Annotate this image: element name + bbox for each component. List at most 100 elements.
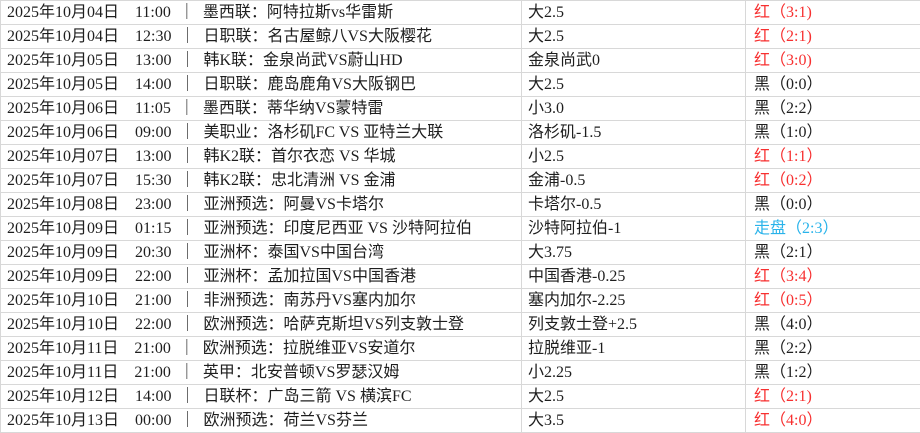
table-row: 2025年10月10日 21:00 ｜ 非洲预选：南苏丹VS塞内加尔 塞内加尔-2.25… [1,289,920,313]
match-time: 20:30 [135,244,172,261]
match-name: 韩K2联：忠北清洲 VS 金浦 [203,172,396,189]
match-time: 23:00 [135,196,172,213]
match-date: 2025年10月07日 [7,148,120,165]
match-info-cell: 2025年10月12日 14:00 ｜ 日联杯：广岛三箭 VS 横滨FC [1,385,521,408]
result-cell: 红（4:0） [745,409,920,432]
match-date: 2025年10月13日 [7,412,120,429]
match-name: 亚洲杯：泰国VS中国台湾 [203,244,384,261]
match-info-cell: 2025年10月04日 12:30 ｜ 日职联：名古屋鲸八VS大阪樱花 [1,25,521,48]
match-date: 2025年10月09日 [7,244,120,261]
match-date: 2025年10月10日 [7,316,120,333]
match-name: 韩K联：金泉尚武VS蔚山HD [203,52,403,69]
match-date: 2025年10月05日 [7,76,120,93]
handicap-cell: 洛杉矶-1.5 [521,121,745,144]
result-cell: 黑（2:2） [745,337,920,360]
match-time: 15:30 [135,172,172,189]
match-name: 韩K2联：首尔衣恋 VS 华城 [203,148,396,165]
match-name: 欧洲预选：荷兰VS芬兰 [203,412,368,429]
result-cell: 走盘（2:3） [745,217,920,240]
table-row: 2025年10月05日 13:00 ｜ 韩K联：金泉尚武VS蔚山HD 金泉尚武0 红（3:… [1,49,920,73]
separator-bar: ｜ [178,340,195,357]
table-row: 2025年10月13日 00:00 ｜ 欧洲预选：荷兰VS芬兰 大3.5 红（4:0） [1,409,920,433]
result-cell: 红（0:5） [745,289,920,312]
separator-bar: ｜ [179,148,196,165]
match-name: 欧洲预选：拉脱维亚VS安道尔 [202,340,416,357]
match-name: 日职联：鹿岛鹿角VS大阪钢巴 [203,76,416,93]
match-time: 21:00 [134,364,171,381]
match-name: 墨西联：阿特拉斯vs华雷斯 [202,4,394,21]
match-date: 2025年10月04日 [7,28,120,45]
match-date: 2025年10月06日 [7,100,120,117]
result-cell: 红（1:1） [745,145,920,168]
match-date: 2025年10月04日 [7,4,120,21]
match-info-cell: 2025年10月04日 11:00 ｜ 墨西联：阿特拉斯vs华雷斯 [1,1,521,24]
match-name: 英甲：北安普顿VS罗瑟汉姆 [202,364,400,381]
match-time: 14:00 [135,76,172,93]
match-info-cell: 2025年10月11日 21:00 ｜ 英甲：北安普顿VS罗瑟汉姆 [1,361,521,384]
handicap-cell: 大2.5 [521,73,745,96]
match-date: 2025年10月09日 [7,268,120,285]
match-date: 2025年10月11日 [7,340,119,357]
table-row: 2025年10月10日 22:00 ｜ 欧洲预选：哈萨克斯坦VS列支敦士登 列支敦士登+… [1,313,920,337]
separator-bar: ｜ [179,244,196,261]
match-name: 美职业：洛杉矶FC VS 亚特兰大联 [203,124,444,141]
separator-bar: ｜ [179,316,196,333]
table-row: 2025年10月06日 09:00 ｜ 美职业：洛杉矶FC VS 亚特兰大联 洛杉矶-1… [1,121,920,145]
result-cell: 红（2:1) [745,25,920,48]
match-time: 22:00 [135,316,172,333]
result-cell: 黑（2:1） [745,241,920,264]
table-row: 2025年10月09日 22:00 ｜ 亚洲杯：孟加拉国VS中国香港 中国香港-0.25… [1,265,920,289]
match-info-cell: 2025年10月09日 22:00 ｜ 亚洲杯：孟加拉国VS中国香港 [1,265,521,288]
handicap-cell: 中国香港-0.25 [521,265,745,288]
match-time: 21:00 [135,292,172,309]
handicap-cell: 大2.5 [521,1,745,24]
match-info-cell: 2025年10月10日 22:00 ｜ 欧洲预选：哈萨克斯坦VS列支敦士登 [1,313,521,336]
result-cell: 黑（0:0） [745,73,920,96]
match-time: 12:30 [135,28,172,45]
result-cell: 黑（2:2） [745,97,920,120]
match-name: 日职联：名古屋鲸八VS大阪樱花 [203,28,432,45]
table-row: 2025年10月11日 21:00 ｜ 欧洲预选：拉脱维亚VS安道尔 拉脱维亚-1 黑（2… [1,337,920,361]
handicap-cell: 大3.5 [521,409,745,432]
handicap-cell: 大2.5 [521,25,745,48]
table-row: 2025年10月11日 21:00 ｜ 英甲：北安普顿VS罗瑟汉姆 小2.25 黑（1:2… [1,361,920,385]
match-info-cell: 2025年10月10日 21:00 ｜ 非洲预选：南苏丹VS塞内加尔 [1,289,521,312]
match-info-cell: 2025年10月13日 00:00 ｜ 欧洲预选：荷兰VS芬兰 [1,409,521,432]
table-row: 2025年10月09日 01:15 ｜ 亚洲预选：印度尼西亚 VS 沙特阿拉伯 沙特阿拉… [1,217,920,241]
separator-bar: ｜ [179,172,196,189]
handicap-cell: 小3.0 [521,97,745,120]
result-cell: 红（3:0) [745,49,920,72]
separator-bar: ｜ [178,100,195,117]
match-time: 00:00 [135,412,172,429]
separator-bar: ｜ [179,76,196,93]
separator-bar: ｜ [179,412,196,429]
separator-bar: ｜ [179,196,196,213]
separator-bar: ｜ [179,28,196,45]
handicap-cell: 大3.75 [521,241,745,264]
match-info-cell: 2025年10月06日 11:05 ｜ 墨西联：蒂华纳VS蒙特雷 [1,97,521,120]
table-row: 2025年10月06日 11:05 ｜ 墨西联：蒂华纳VS蒙特雷 小3.0 黑（2:2） [1,97,920,121]
separator-bar: ｜ [179,292,196,309]
match-name: 墨西联：蒂华纳VS蒙特雷 [202,100,384,117]
handicap-cell: 沙特阿拉伯-1 [521,217,745,240]
match-info-cell: 2025年10月09日 01:15 ｜ 亚洲预选：印度尼西亚 VS 沙特阿拉伯 [1,217,521,240]
table-row: 2025年10月12日 14:00 ｜ 日联杯：广岛三箭 VS 横滨FC 大2.5 红（2… [1,385,920,409]
table-row: 2025年10月08日 23:00 ｜ 亚洲预选：阿曼VS卡塔尔 卡塔尔-0.5 黑（0:… [1,193,920,217]
match-date: 2025年10月11日 [7,364,119,381]
separator-bar: ｜ [178,4,195,21]
match-name: 亚洲预选：印度尼西亚 VS 沙特阿拉伯 [203,220,472,237]
handicap-cell: 小2.5 [521,145,745,168]
match-time: 09:00 [135,124,172,141]
match-date: 2025年10月05日 [7,52,120,69]
result-cell: 红（3:1) [745,1,920,24]
match-info-cell: 2025年10月05日 14:00 ｜ 日职联：鹿岛鹿角VS大阪钢巴 [1,73,521,96]
match-name: 非洲预选：南苏丹VS塞内加尔 [203,292,416,309]
match-date: 2025年10月06日 [7,124,120,141]
separator-bar: ｜ [179,220,196,237]
handicap-cell: 金浦-0.5 [521,169,745,192]
match-date: 2025年10月09日 [7,220,120,237]
match-info-cell: 2025年10月06日 09:00 ｜ 美职业：洛杉矶FC VS 亚特兰大联 [1,121,521,144]
match-date: 2025年10月07日 [7,172,120,189]
match-name: 亚洲杯：孟加拉国VS中国香港 [203,268,416,285]
